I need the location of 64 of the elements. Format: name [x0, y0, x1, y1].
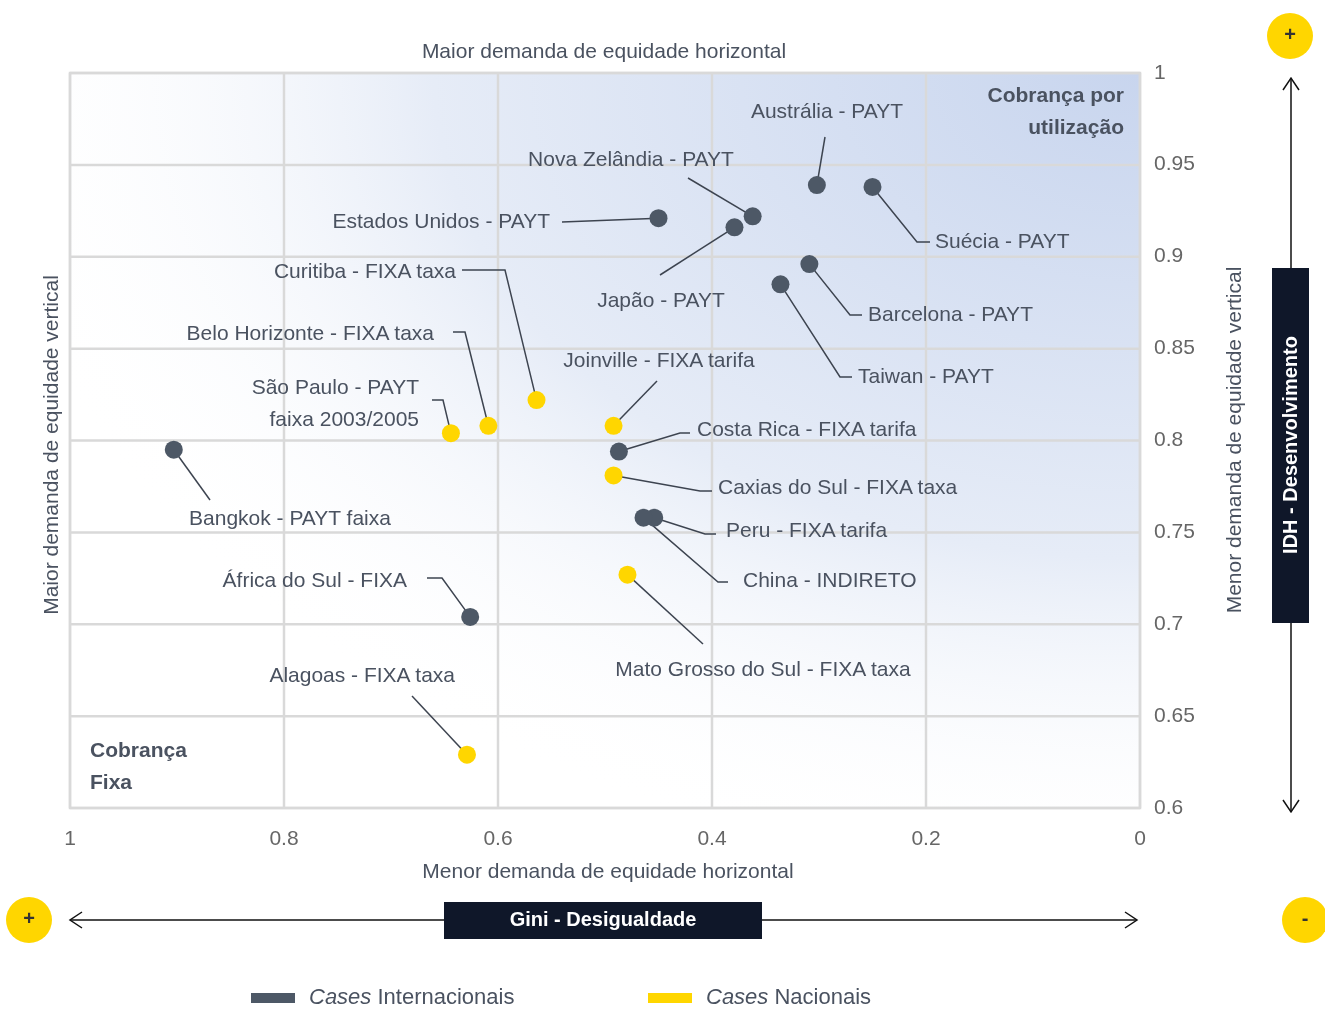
annotation: São Paulo - PAYT faixa 2003/2005 — [251, 374, 420, 430]
legend-label: Cases Internacionais — [309, 983, 515, 1009]
annotation: Joinville - FIXA tarifa — [563, 347, 756, 371]
legend-label: Cases Nacionais — [706, 983, 872, 1009]
annotation: Cobrança por utilização — [987, 82, 1124, 138]
y-tick-label: 0.75 — [1154, 518, 1195, 542]
point — [807, 176, 826, 195]
text: + — [23, 907, 35, 930]
y-tick-label: 0.8 — [1154, 427, 1184, 451]
annotation: África do Sul - FIXA — [222, 567, 407, 591]
annotation: Austrália - PAYT — [750, 98, 904, 122]
point — [604, 466, 623, 485]
text: - — [1301, 907, 1309, 930]
x-axis-title: Menor demanda de equidade horizontal — [422, 858, 794, 882]
text: Gini - Desigualdade — [509, 908, 697, 931]
text: IDH - Desenvolvimento — [1279, 336, 1302, 554]
annotation: Caxias do Sul - FIXA taxa — [718, 474, 958, 498]
annotation: Belo Horizonte - FIXA taxa — [186, 320, 435, 344]
x-tick-label: 0.4 — [697, 825, 727, 849]
point — [609, 442, 628, 461]
point — [771, 275, 790, 294]
x-tick-label: 0.6 — [483, 825, 513, 849]
annotation: Nova Zelândia - PAYT — [528, 146, 735, 170]
point — [527, 391, 546, 410]
point — [441, 424, 460, 443]
x-tick-label: 0 — [1134, 825, 1146, 849]
y-tick-label: 0.9 — [1154, 243, 1184, 267]
point — [461, 607, 480, 626]
y-tick-label: 0.85 — [1154, 335, 1195, 359]
annotation: Barcelona - PAYT — [868, 301, 1034, 325]
y-tick-label: 1 — [1154, 59, 1166, 83]
point — [479, 416, 498, 435]
annotation: Japão - PAYT — [597, 287, 725, 311]
annotation: Suécia - PAYT — [935, 228, 1070, 252]
x-tick-label: 0.8 — [269, 825, 299, 849]
annotation: Estados Unidos - PAYT — [332, 208, 551, 232]
text: + — [1284, 23, 1296, 46]
point — [649, 209, 668, 228]
annotation: Cobrança Fixa — [90, 737, 188, 793]
x-tick-label: 1 — [64, 825, 76, 849]
annotation: Costa Rica - FIXA tarifa — [697, 416, 917, 440]
point — [457, 745, 476, 764]
point — [618, 565, 637, 584]
y-tick-label: 0.95 — [1154, 151, 1195, 175]
y-axis-title: Maior demanda de equidade vertical — [38, 275, 62, 615]
x2-axis-title: Maior demanda de equidade horizontal — [421, 38, 787, 62]
annotation: Alagoas - FIXA taxa — [269, 662, 456, 686]
annotation: Taiwan - PAYT — [858, 363, 994, 387]
y2-axis-title: Menor demanda de equidade vertical — [1221, 266, 1245, 614]
point — [725, 218, 744, 237]
annotation: Curitiba - FIXA taxa — [273, 258, 457, 282]
annotation: China - INDIRETO — [743, 567, 917, 591]
y-tick-label: 0.6 — [1154, 794, 1184, 818]
annotation: Mato Grosso do Sul - FIXA taxa — [615, 656, 911, 680]
point — [164, 440, 183, 459]
point — [863, 177, 882, 196]
annotation: Bangkok - PAYT faixa — [189, 505, 392, 529]
point — [743, 207, 762, 226]
annotation: Peru - FIXA tarifa — [726, 517, 888, 541]
x-tick-label: 0.2 — [911, 825, 941, 849]
y-tick-label: 0.65 — [1154, 702, 1195, 726]
point — [800, 255, 819, 274]
point — [604, 416, 623, 435]
y-tick-label: 0.7 — [1154, 610, 1184, 634]
